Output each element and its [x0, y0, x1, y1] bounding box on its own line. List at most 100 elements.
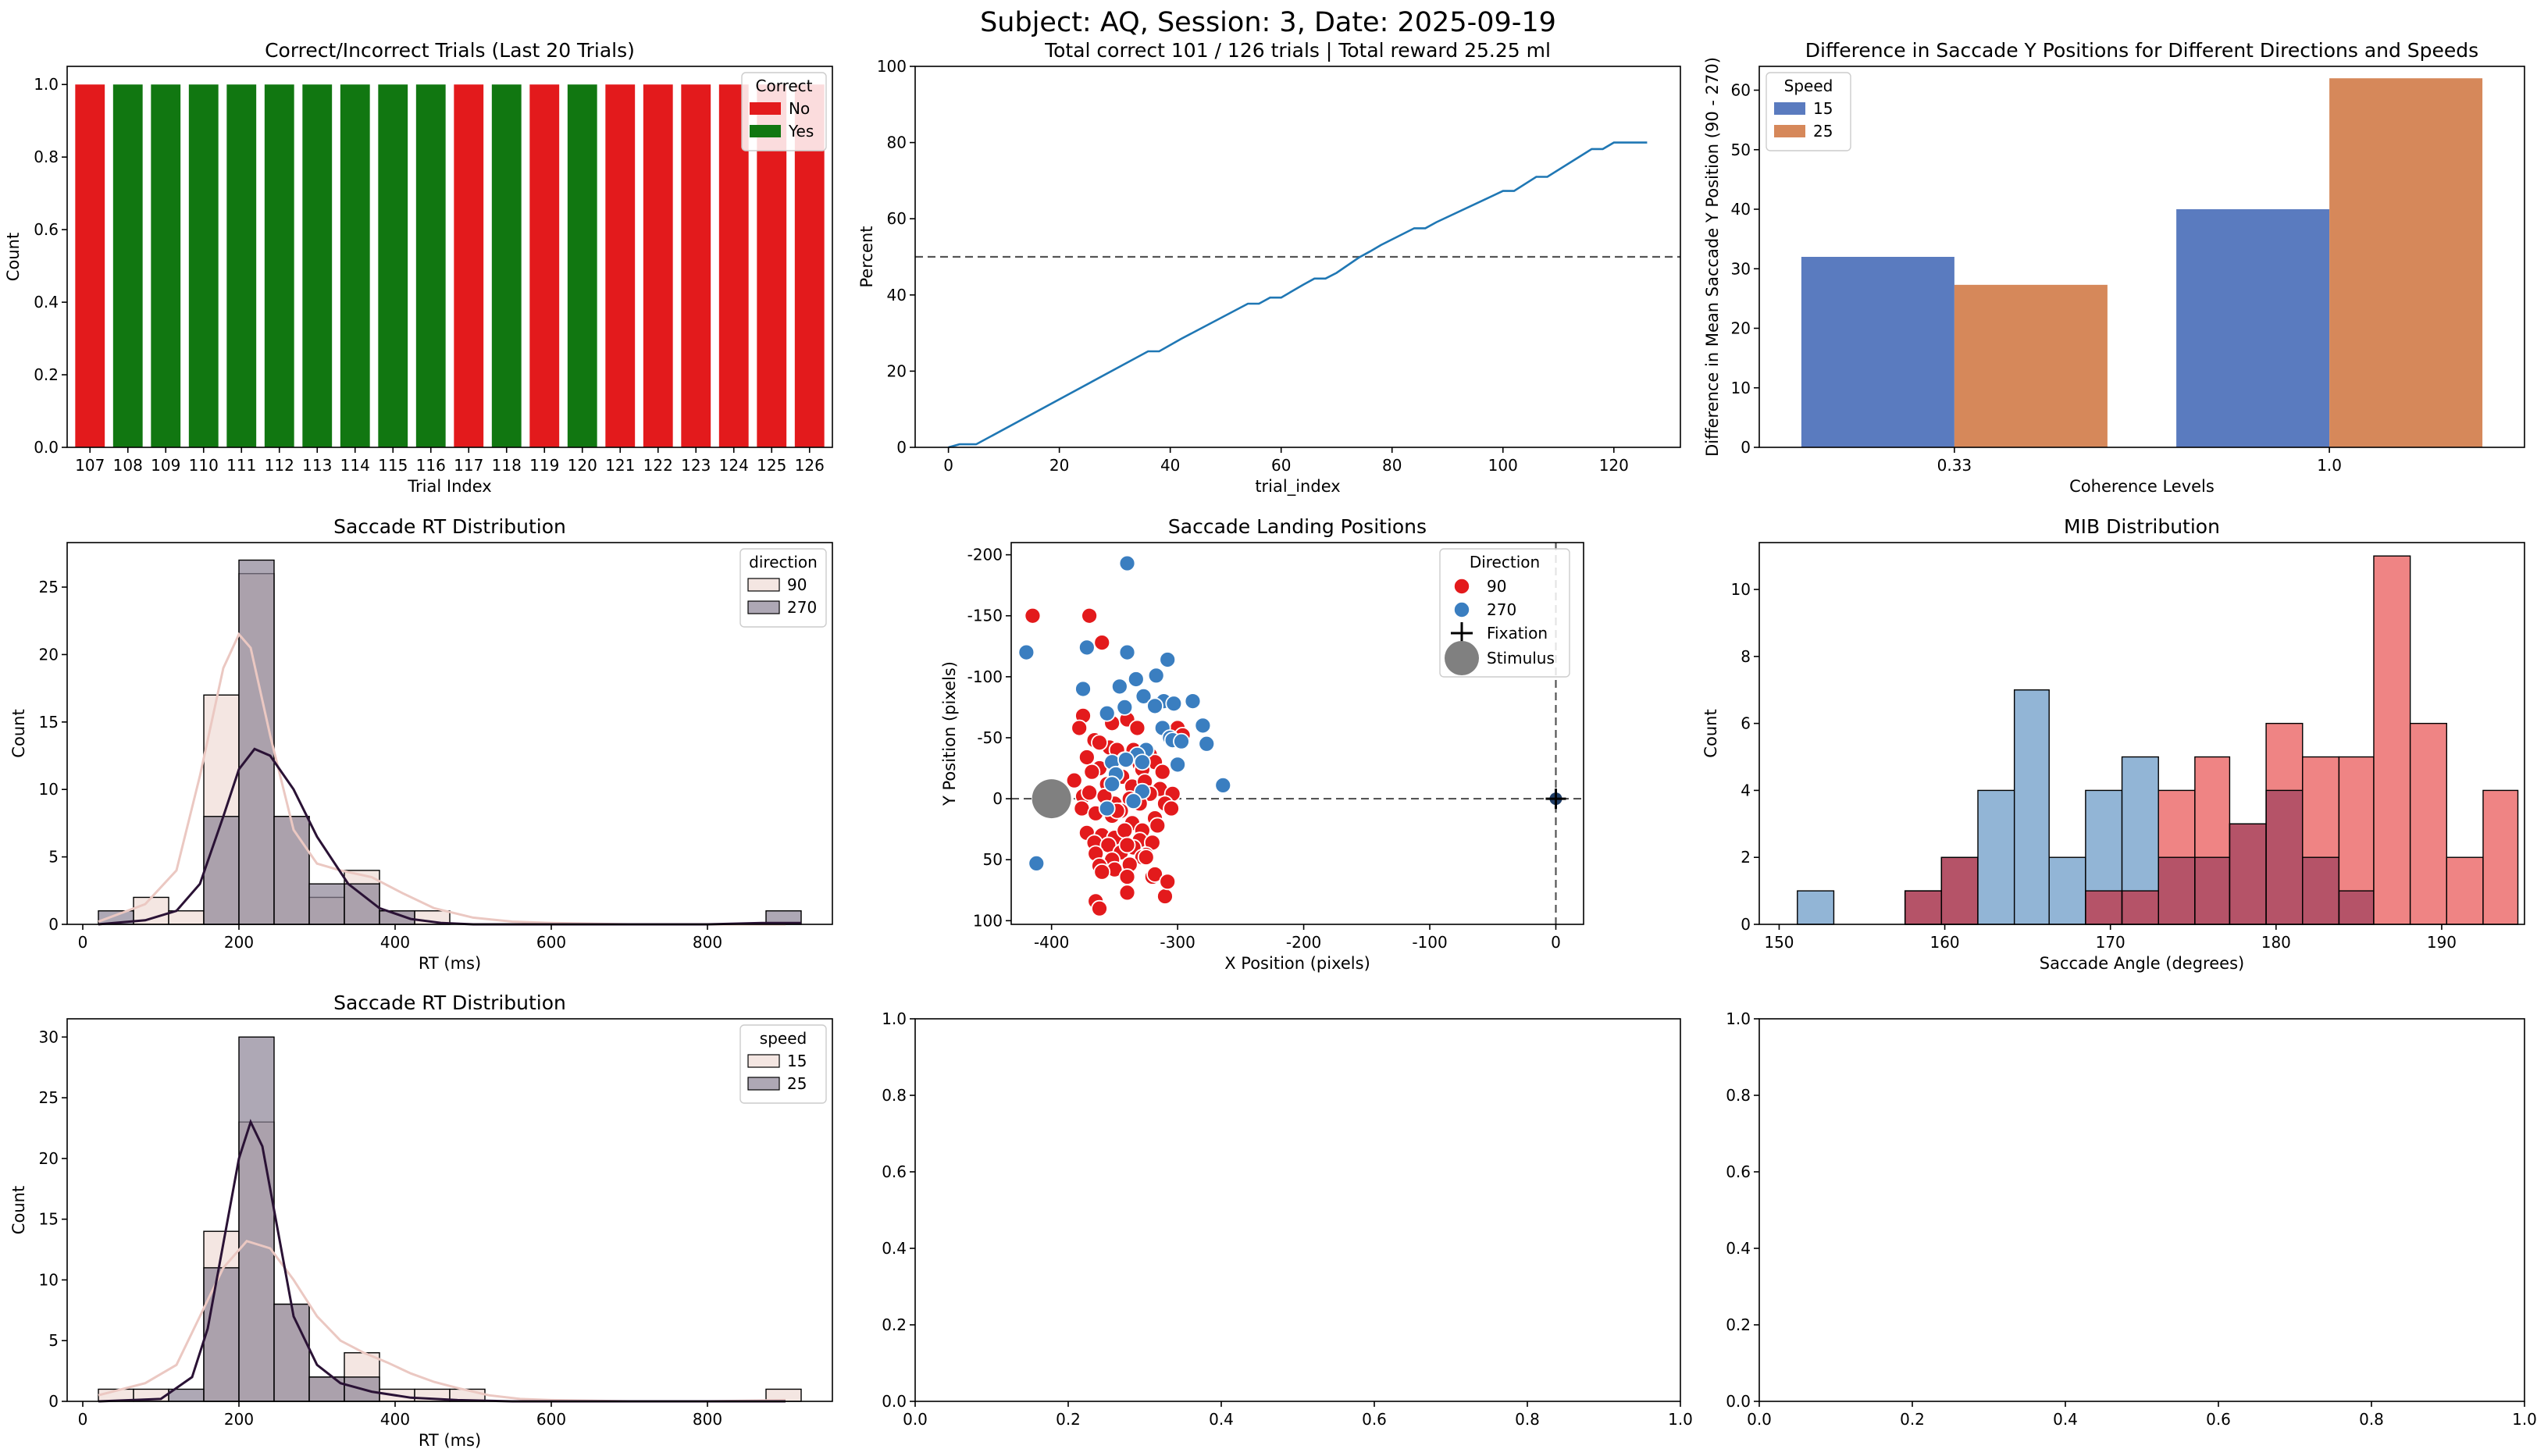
x-tick-label: 400 — [380, 933, 410, 952]
y-tick-label: 1.0 — [34, 75, 59, 94]
scatter-point-270 — [1103, 775, 1121, 793]
panels: 107 108 109 110 111 112 113 114 115 116 117 118 119 1… — [4, 39, 2537, 1450]
legend-swatch — [1774, 125, 1805, 137]
bar — [415, 84, 446, 447]
bar — [264, 84, 294, 447]
hist-bar-overlap — [2085, 891, 2122, 924]
y-tick-label: 0.8 — [882, 1086, 907, 1105]
x-tick-label: 0.0 — [1747, 1410, 1772, 1429]
scatter-point-90 — [1118, 836, 1136, 854]
kde-line-25 — [98, 1119, 786, 1403]
y-axis-label: Count — [4, 233, 23, 281]
y-tick-label: 10 — [1731, 379, 1751, 397]
scatter-point-270 — [1146, 697, 1163, 715]
y-tick-label: 10 — [39, 1270, 59, 1289]
hist-bar-270 — [203, 816, 240, 925]
y-tick-label: 100 — [877, 57, 907, 76]
x-tick-label: 0.6 — [2206, 1410, 2231, 1429]
y-tick-label: 0 — [48, 1392, 59, 1411]
panel-empty2: 0.0 0.2 0.4 0.6 0.8 1.0 0.0 0.2 0.4 0.6 0.8 1.0 — [1726, 1009, 2537, 1429]
legend-label: 25 — [787, 1074, 807, 1093]
scatter-point-270 — [1134, 753, 1151, 771]
legend-swatch — [1453, 601, 1470, 618]
hist-bar-blue — [1978, 790, 2015, 924]
legend-title: Direction — [1470, 553, 1540, 571]
x-axis-label: RT (ms) — [419, 954, 481, 973]
x-tick-label: 20 — [1049, 456, 1069, 475]
y-tick-label: 0.6 — [1726, 1162, 1751, 1181]
y-axis-label: Count — [9, 709, 28, 757]
x-tick-label: 0.2 — [1056, 1410, 1081, 1429]
x-tick-label: 0.0 — [903, 1410, 928, 1429]
hist-bar-270 — [238, 559, 275, 925]
legend-title: direction — [749, 553, 818, 571]
scatter-point-90 — [1078, 749, 1096, 766]
x-tick-label: 800 — [693, 933, 722, 952]
bar — [378, 84, 408, 447]
y-tick-label: -150 — [967, 607, 1003, 625]
y-tick-label: 40 — [1731, 200, 1751, 219]
scatter-point-270 — [1117, 751, 1135, 768]
y-tick-label: 0 — [1741, 915, 1751, 934]
x-tick-label: 400 — [380, 1410, 410, 1429]
scatter-point-270 — [1110, 678, 1128, 696]
legend-label: 90 — [787, 575, 807, 594]
x-tick-label: 109 — [151, 456, 180, 475]
legend-swatch — [1451, 622, 1473, 644]
x-tick-label: 114 — [340, 456, 370, 475]
legend-label: 90 — [1487, 577, 1506, 596]
scatter-point-90 — [1163, 799, 1180, 817]
scatter-point-90 — [1065, 771, 1083, 789]
y-tick-label: 8 — [1741, 647, 1751, 666]
axes-frame — [914, 66, 1681, 448]
kde-line-15 — [98, 1239, 786, 1403]
x-tick-label: 121 — [605, 456, 635, 475]
hist-bar-blue — [1797, 891, 1834, 924]
hist-bar-25 — [203, 1267, 240, 1402]
hist-bar-red — [2266, 723, 2303, 791]
scatter-point-90 — [1156, 888, 1174, 905]
scatter-point-90 — [1159, 873, 1177, 891]
y-tick-label: 50 — [983, 850, 1003, 869]
x-tick-label: 0 — [78, 1410, 88, 1429]
y-tick-label: 100 — [973, 911, 1003, 930]
x-tick-label: 80 — [1382, 456, 1402, 475]
x-tick-label: 0.2 — [1900, 1410, 1925, 1429]
hist-bar-red — [2339, 756, 2374, 892]
y-tick-label: 30 — [1731, 259, 1751, 278]
y-tick-label: 20 — [39, 1149, 59, 1168]
y-tick-label: 0 — [992, 789, 1003, 808]
y-tick-label: 50 — [1731, 141, 1751, 159]
y-tick-label: 0.4 — [1726, 1239, 1751, 1258]
panel-ydiff: 0.33 1.0 0 10 20 30 40 50 60 Difference in Saccad… — [1703, 39, 2525, 496]
scatter-point-270 — [1098, 799, 1116, 817]
scatter-point-90 — [1081, 784, 1099, 802]
x-axis-label: trial_index — [1255, 477, 1340, 497]
legend-swatch — [750, 125, 781, 137]
scatter-point-270 — [1074, 680, 1092, 698]
legend-swatch — [1445, 641, 1479, 675]
x-tick-label: 1.0 — [2317, 456, 2342, 475]
bar — [454, 84, 484, 447]
legend-label: 15 — [1813, 99, 1833, 118]
y-tick-label: 0 — [1741, 438, 1751, 457]
y-tick-label: 0 — [48, 915, 59, 934]
kde-line-90 — [98, 632, 786, 926]
hist-bar-red — [2373, 556, 2411, 924]
bar-speed-15 — [1801, 257, 1954, 447]
hist-bar-red — [2302, 756, 2339, 858]
scatter-point-270 — [1116, 699, 1134, 716]
panel-title: Difference in Saccade Y Positions for Di… — [1805, 39, 2478, 62]
scatter-point-90 — [1118, 868, 1136, 885]
scatter-point-270 — [1214, 776, 1232, 794]
y-tick-label: 0.2 — [1726, 1315, 1751, 1334]
bar-speed-15 — [2176, 209, 2330, 447]
hist-bar-overlap — [1905, 891, 1942, 924]
x-tick-label: 116 — [416, 456, 446, 475]
y-tick-label: 25 — [39, 1088, 59, 1107]
x-tick-label: 110 — [189, 456, 219, 475]
bar-speed-25 — [2329, 78, 2483, 447]
legend-label: 270 — [1487, 600, 1516, 619]
scatter-point-270 — [1098, 704, 1116, 722]
bar — [529, 84, 560, 447]
